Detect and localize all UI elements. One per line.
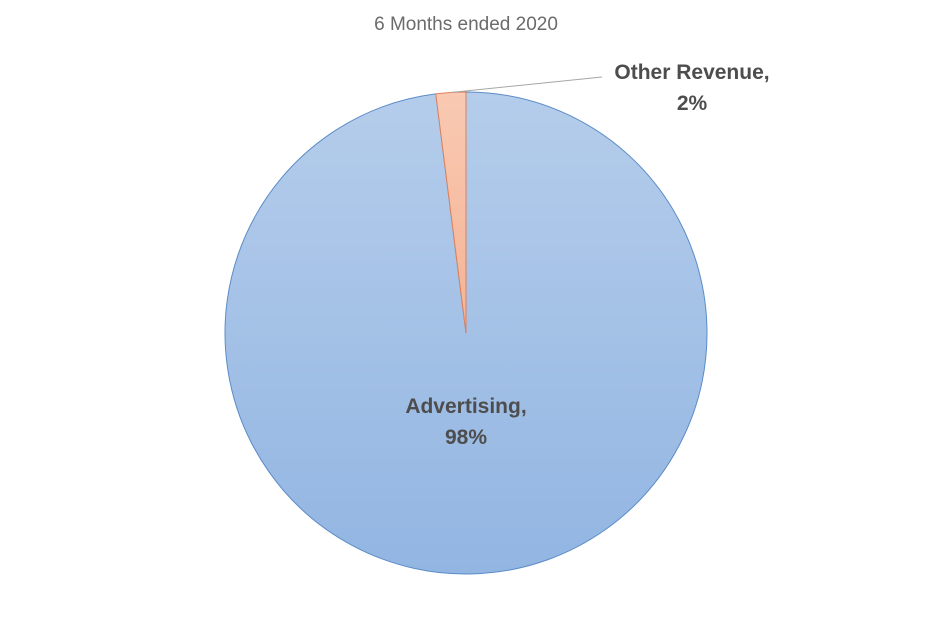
- data-label-advertising-value: 98%: [445, 426, 487, 449]
- data-label-other-revenue-value: 2%: [677, 92, 708, 115]
- data-label-other-revenue-name: Other Revenue,: [614, 61, 769, 84]
- data-label-advertising-name: Advertising,: [405, 395, 526, 418]
- chart-title: 6 Months ended 2020: [374, 14, 558, 35]
- pie-labels: Advertising, 98% Other Revenue, 2%: [405, 61, 769, 449]
- pie-slices: [224, 91, 708, 575]
- leader-line-other-revenue: [450, 76, 603, 93]
